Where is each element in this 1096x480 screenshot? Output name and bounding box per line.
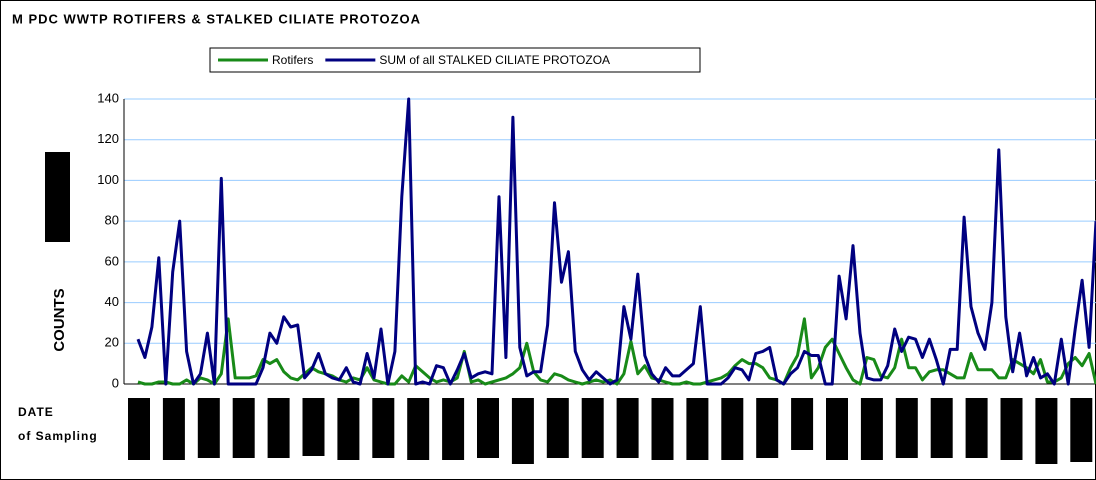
redaction <box>128 398 150 460</box>
redaction <box>860 398 883 460</box>
redaction <box>826 398 848 460</box>
redaction <box>337 398 360 460</box>
redaction <box>686 398 709 460</box>
legend-label: Rotifers <box>272 53 313 67</box>
redaction <box>442 398 465 460</box>
redaction <box>511 398 534 464</box>
y-tick-label: 120 <box>97 131 119 146</box>
y-tick-label: 20 <box>105 335 119 350</box>
y-tick-label: 40 <box>105 294 119 309</box>
redaction <box>45 152 70 242</box>
redaction <box>302 398 325 456</box>
y-tick-label: 140 <box>97 90 119 105</box>
redaction <box>581 398 604 458</box>
series-line <box>136 97 1096 386</box>
y-axis-label: COUNTS <box>51 288 68 351</box>
legend-box <box>209 47 701 73</box>
redaction <box>546 398 569 458</box>
redaction <box>162 398 185 460</box>
redaction <box>791 398 814 450</box>
redaction <box>616 398 639 458</box>
redaction <box>477 398 499 458</box>
redaction <box>1070 398 1093 462</box>
redaction <box>1000 398 1023 460</box>
y-tick-label: 80 <box>105 213 119 228</box>
y-tick-label: 60 <box>105 253 119 268</box>
redaction <box>232 398 255 458</box>
redactions <box>128 398 1093 464</box>
x-axis-label: of Sampling <box>18 429 98 443</box>
redaction <box>895 398 918 458</box>
y-tick-label: 0 <box>112 375 119 390</box>
redaction <box>197 398 220 458</box>
y-tick-label: 100 <box>97 172 119 187</box>
series-line <box>137 317 1096 386</box>
redaction <box>721 398 744 460</box>
legend-label: SUM of all STALKED CILIATE PROTOZOA <box>379 53 610 67</box>
redaction <box>372 398 395 458</box>
redaction <box>1035 398 1058 464</box>
redaction <box>267 398 290 458</box>
redaction <box>930 398 953 458</box>
redaction <box>407 398 430 460</box>
redaction <box>965 398 988 458</box>
redaction <box>651 398 674 460</box>
x-axis-label: DATE <box>18 405 54 419</box>
redaction <box>756 398 779 458</box>
chart-title: M PDC WWTP ROTIFERS & STALKED CILIATE PR… <box>12 11 421 26</box>
